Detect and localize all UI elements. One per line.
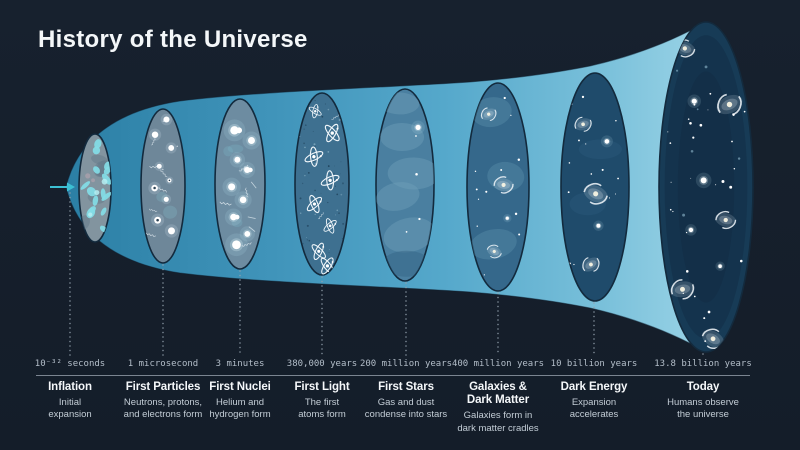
page-title: History of the Universe (38, 26, 308, 53)
stage-description: Neutrons, protons, and electrons form (123, 397, 203, 421)
today-artwork (664, 35, 748, 349)
stage-label-first-stars: First Stars Gas and dust condense into st… (336, 381, 476, 422)
stage-label-first-particles: First Particles Neutrons, protons, and el… (93, 381, 233, 422)
stage-label-inflation: Inflation Initial expansion (0, 381, 140, 422)
stage-title: First Light (294, 381, 350, 393)
stage-title: Inflation (48, 381, 92, 393)
stage-title: First Nuclei (209, 381, 271, 393)
first-light-artwork (295, 96, 347, 275)
stage-ellipse-today (658, 21, 754, 353)
stage-description: Helium and hydrogen form (209, 397, 271, 421)
stage-description: The first atoms form (298, 397, 346, 421)
first-particles-artwork (145, 113, 179, 238)
stage-description: Initial expansion (48, 397, 92, 421)
stage-title: Today (686, 381, 720, 393)
time-label-first-light: 380,000 years (286, 359, 358, 369)
stage-ellipse-dark-energy (560, 72, 630, 302)
stage-ellipse-galaxies-dark-matter (466, 82, 530, 292)
time-label-galaxies-dark-matter: 400 million years (451, 359, 545, 369)
stage-label-first-light: First Light The first atoms form (252, 381, 392, 422)
stage-title: First Particles (125, 381, 201, 393)
timeline-axis (36, 375, 750, 376)
time-label-first-stars: 200 million years (359, 359, 453, 369)
time-label-dark-energy: 10 billion years (550, 359, 638, 369)
first-nuclei-artwork (219, 119, 261, 257)
stage-ellipse-first-particles (140, 108, 186, 264)
big-bang-arrow (50, 182, 75, 192)
stage-title: Galaxies & Dark Matter (466, 381, 530, 407)
galaxies-dark-matter-artwork (469, 96, 525, 276)
time-label-inflation: 10⁻³² seconds (34, 359, 106, 369)
stage-description: Expansion accelerates (569, 397, 619, 421)
time-label-today: 13.8 billion years (654, 359, 752, 369)
stage-label-first-nuclei: First Nuclei Helium and hydrogen form (170, 381, 310, 422)
first-stars-artwork (376, 92, 434, 277)
stage-title: First Stars (378, 381, 434, 393)
stage-ellipse-first-nuclei (214, 98, 266, 270)
stage-label-dark-energy: Dark Energy Expansion accelerates (524, 381, 664, 422)
stage-description: Gas and dust condense into stars (364, 397, 448, 421)
dark-energy-artwork (567, 91, 622, 272)
stage-description: Galaxies form in dark matter cradles (457, 410, 539, 434)
inflation-artwork (79, 139, 111, 233)
stage-label-today: Today Humans observe the universe (633, 381, 773, 422)
time-label-first-nuclei: 3 minutes (215, 359, 265, 369)
stage-title: Dark Energy (560, 381, 628, 393)
stage-description: Humans observe the universe (667, 397, 739, 421)
stage-ellipse-first-stars (375, 88, 435, 282)
time-label-first-particles: 1 microsecond (127, 359, 199, 369)
stage-label-galaxies-dark-matter: Galaxies & Dark Matter Galaxies form in d… (428, 381, 568, 435)
stage-ellipse-first-light (294, 92, 350, 276)
stage-ellipse-inflation (78, 133, 112, 243)
